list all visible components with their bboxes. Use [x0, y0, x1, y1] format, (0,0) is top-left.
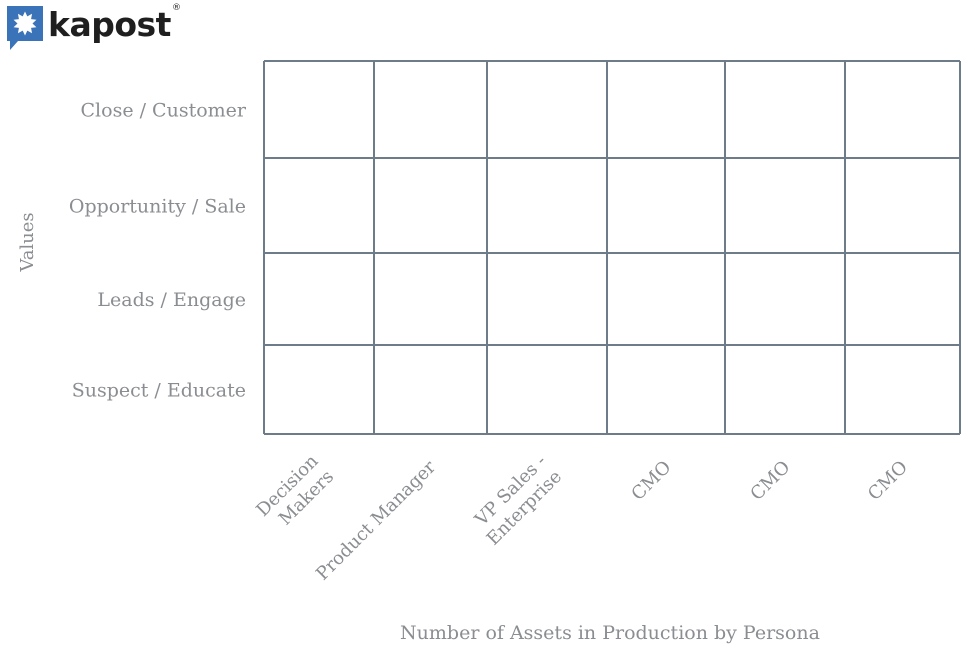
grid-cell — [725, 253, 845, 345]
grid-cell — [725, 345, 845, 434]
x-tick-label: VP Sales -Enterprise — [467, 451, 566, 550]
grid-cell — [607, 61, 725, 158]
y-axis-title: Values — [17, 212, 38, 272]
grid-cell — [374, 253, 487, 345]
brand-name: kapost — [48, 4, 171, 44]
x-axis-title: Number of Assets in Production by Person… — [400, 622, 820, 644]
registered-mark: ® — [171, 3, 181, 13]
grid-cell — [264, 253, 374, 345]
grid-cell — [845, 61, 960, 158]
row-label: Leads / Engage — [97, 289, 246, 311]
grid-cell — [264, 345, 374, 434]
grid-cell — [487, 345, 607, 434]
grid-cell — [845, 345, 960, 434]
grid-cell — [374, 61, 487, 158]
grid-cell — [725, 61, 845, 158]
grid-cell — [845, 158, 960, 253]
x-tick-label: DecisionMakers — [252, 450, 338, 536]
kapost-logo: kapost ® — [4, 3, 181, 53]
x-tick-label: CMO — [746, 457, 794, 505]
starburst-speech-bubble-icon — [7, 6, 43, 50]
grid-cell — [487, 158, 607, 253]
grid-cell — [487, 253, 607, 345]
grid-cell — [607, 253, 725, 345]
grid-cell — [264, 61, 374, 158]
grid-cell — [607, 345, 725, 434]
grid-cell — [374, 158, 487, 253]
grid-cell — [607, 158, 725, 253]
grid-cell — [374, 345, 487, 434]
row-label: Close / Customer — [81, 100, 247, 122]
row-label: Opportunity / Sale — [69, 196, 246, 218]
row-label: Suspect / Educate — [72, 380, 246, 402]
grid-cell — [725, 158, 845, 253]
x-tick-label: CMO — [864, 457, 912, 505]
x-tick-label: CMO — [627, 457, 675, 505]
grid-cell — [845, 253, 960, 345]
grid-cell — [487, 61, 607, 158]
grid-cell — [264, 158, 374, 253]
